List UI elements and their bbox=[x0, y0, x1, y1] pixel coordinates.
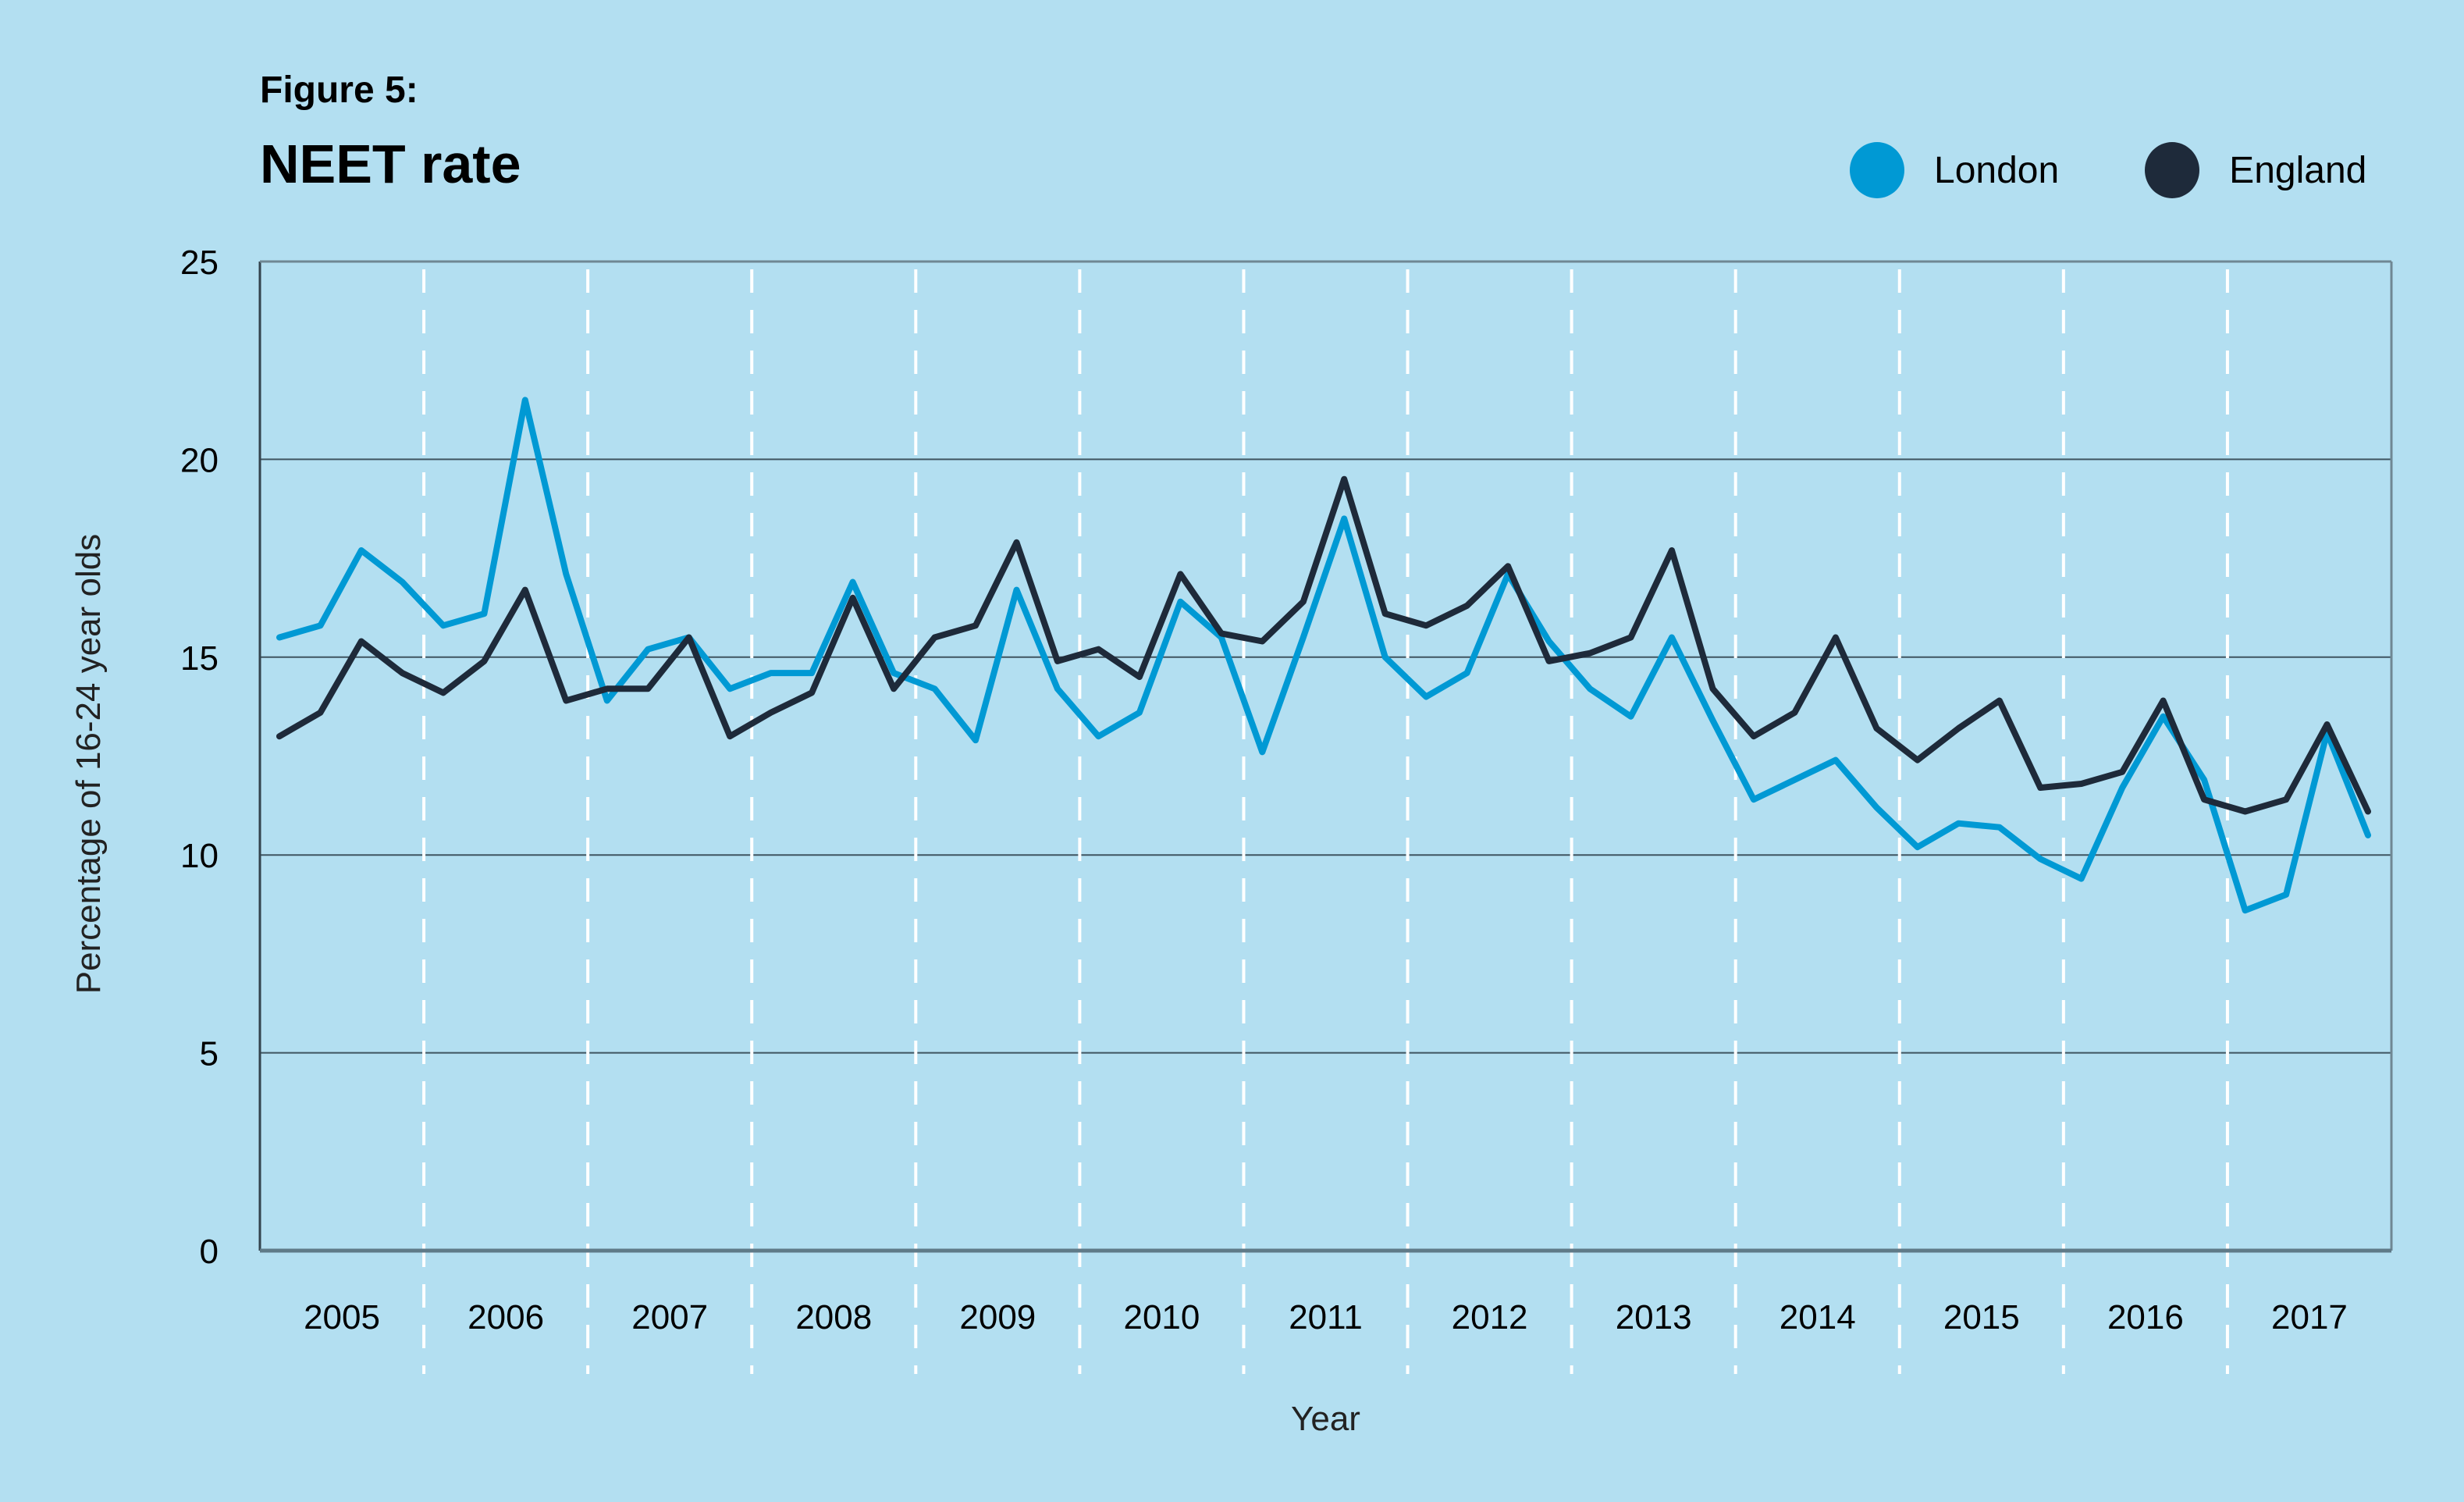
year-dividers bbox=[422, 269, 2229, 1374]
y-tick-label: 25 bbox=[180, 244, 219, 282]
legend-label-london: London bbox=[1934, 149, 2060, 191]
y-tick-label: 15 bbox=[180, 639, 219, 678]
chart-title: NEET rate bbox=[260, 133, 521, 194]
x-tick-label: 2012 bbox=[1452, 1298, 1528, 1336]
x-tick-label: 2014 bbox=[1780, 1298, 1856, 1336]
x-axis-ticks: 2005 2006 2007 2008 2009 2010 2011 2012 2013 2014… bbox=[304, 1298, 2348, 1336]
y-tick-label: 20 bbox=[180, 441, 219, 479]
x-tick-label: 2011 bbox=[1289, 1298, 1363, 1336]
x-tick-label: 2008 bbox=[795, 1298, 872, 1336]
legend-item-england: England bbox=[2145, 142, 2366, 198]
london-circle-icon bbox=[1850, 142, 1904, 198]
y-axis-ticks: 0 5 10 15 20 25 bbox=[180, 244, 219, 1271]
x-tick-label: 2017 bbox=[2271, 1298, 2348, 1336]
x-tick-label: 2005 bbox=[304, 1298, 380, 1336]
x-tick-label: 2009 bbox=[959, 1298, 1036, 1336]
legend: London England bbox=[1850, 142, 2366, 198]
x-tick-label: 2007 bbox=[631, 1298, 708, 1336]
series-lines bbox=[276, 397, 2371, 914]
x-tick-label: 2016 bbox=[2107, 1298, 2184, 1336]
x-tick-label: 2010 bbox=[1123, 1298, 1200, 1336]
y-tick-label: 5 bbox=[200, 1035, 219, 1073]
y-tick-label: 0 bbox=[200, 1233, 219, 1271]
x-axis-title: Year bbox=[1291, 1400, 1360, 1438]
england-circle-icon bbox=[2145, 142, 2200, 198]
legend-label-england: England bbox=[2229, 149, 2367, 191]
grid bbox=[260, 458, 2391, 1054]
x-tick-label: 2015 bbox=[1943, 1298, 2020, 1336]
y-tick-label: 10 bbox=[180, 837, 219, 875]
legend-item-london: London bbox=[1850, 142, 2059, 198]
series-line-england bbox=[276, 475, 2371, 815]
x-tick-label: 2013 bbox=[1616, 1298, 1692, 1336]
plot-frame bbox=[258, 260, 2393, 1253]
series-line-london bbox=[276, 397, 2371, 914]
x-tick-label: 2006 bbox=[468, 1298, 544, 1336]
figure-label: Figure 5: bbox=[260, 69, 418, 111]
y-axis-title: Percentage of 16-24 year olds bbox=[69, 534, 108, 995]
